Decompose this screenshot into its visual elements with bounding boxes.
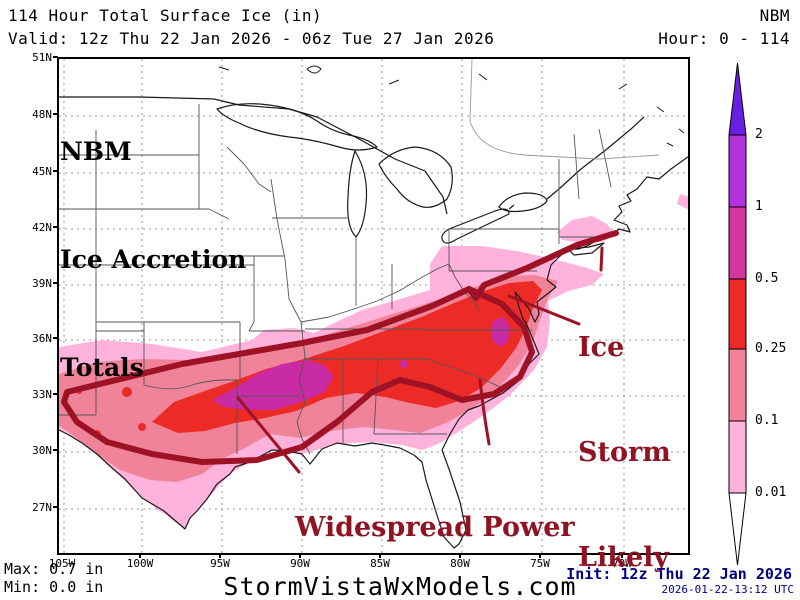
lat-tick: [53, 449, 58, 451]
ice-threat-lasso: [61, 286, 535, 465]
lat-tick: [53, 170, 58, 172]
annotation-outline: [61, 230, 619, 474]
lon-tick: [139, 553, 141, 558]
lon-label: 95W: [210, 557, 230, 570]
colorbar-seg-001-01: [728, 420, 747, 494]
lat-label: 33N: [32, 388, 52, 401]
colorbar-seg-05-1: [728, 206, 747, 280]
map-annotation-title: NBM Ice Accretion Totals: [60, 62, 246, 458]
lat-label: 27N: [32, 501, 52, 514]
lat-tick: [53, 337, 58, 339]
site-watermark: StormVistaWxModels.com: [223, 572, 577, 600]
min-value: Min: 0.0 in: [4, 578, 104, 596]
mississippi-river: [270, 178, 311, 455]
lake-superior: [216, 103, 378, 151]
annotation-line: Widespread Power: [295, 512, 575, 543]
colorbar-overflow-spike: [728, 62, 747, 136]
lat-label: 39N: [32, 277, 52, 290]
colorbar-seg-01-025: [728, 348, 747, 422]
colorbar-tick: 2: [755, 127, 763, 142]
lon-label: 75W: [530, 557, 550, 570]
colorbar-seg-025-05: [728, 278, 747, 350]
annotation-line: Totals: [60, 353, 144, 382]
lon-tick: [621, 553, 623, 558]
init-time: Init: 12z Thu 22 Jan 2026: [566, 565, 792, 583]
model-label: NBM: [759, 6, 790, 25]
leader-power-loss-2: [236, 396, 301, 474]
colorbar-tick: 0.1: [755, 413, 779, 428]
lat-tick: [53, 113, 58, 115]
max-value: Max: 0.7 in: [4, 560, 104, 578]
ice-speck-magenta: [400, 360, 408, 368]
lon-label: 90W: [290, 557, 310, 570]
map-annotation-ice-storm: Ice Storm Likely Farther North: [578, 260, 691, 600]
colorbar-underflow-spike: [728, 492, 747, 566]
hour-range: Hour: 0 - 114: [658, 29, 790, 48]
map-area: [57, 57, 690, 555]
lon-tick: [459, 553, 461, 558]
annotation-line: Likely: [578, 542, 670, 573]
canada-province-lines: [469, 59, 660, 160]
annotation-line: Ice Accretion: [60, 245, 247, 274]
leader-ice-storm-1: [599, 246, 604, 272]
lon-label: 105W: [48, 557, 76, 570]
colorbar-tick: 1: [755, 199, 763, 214]
lat-label: 42N: [32, 221, 52, 234]
lat-label: 45N: [32, 165, 52, 178]
lasso-northeast-extension: [466, 230, 619, 301]
lat-tick: [53, 226, 58, 228]
colorbar-seg-1-2: [728, 134, 747, 208]
lon-tick: [539, 553, 541, 558]
lon-label: 70W: [612, 557, 632, 570]
lat-label: 36N: [32, 332, 52, 345]
valid-range: Valid: 12z Thu 22 Jan 2026 - 06z Tue 27 …: [8, 29, 495, 48]
colorbar-tick: 0.25: [755, 341, 787, 356]
colorbar-tick: 0.5: [755, 271, 779, 286]
canada-detail-marks: [218, 65, 685, 147]
annotation-line: NBM: [60, 137, 132, 166]
lat-tick: [53, 506, 58, 508]
lon-tick: [299, 553, 301, 558]
colorbar-graphic: [728, 62, 747, 566]
leader-power-loss-1: [478, 378, 491, 446]
init-timestamp: 2026-01-22-13:12 UTC: [661, 583, 794, 596]
chart-title: 114 Hour Total Surface Ice (in): [8, 6, 323, 25]
map-annotation-power-loss: Widespread Power Loss; Impossible Travel: [295, 443, 575, 600]
colorbar-tick: 0.01: [755, 485, 787, 500]
lon-label: 100W: [126, 557, 154, 570]
lat-label: 48N: [32, 108, 52, 121]
lon-tick: [219, 553, 221, 558]
lat-tick: [53, 393, 58, 395]
leader-ice-storm-2: [507, 294, 581, 326]
annotation-line: Ice: [578, 332, 625, 363]
lat-label: 51N: [32, 51, 52, 64]
lon-tick: [379, 553, 381, 558]
map-canvas: [59, 59, 688, 553]
lon-label: 80W: [450, 557, 470, 570]
lat-tick: [53, 56, 58, 58]
annotation-line: Storm: [578, 437, 671, 468]
ice-area-0-5in-va: [491, 317, 510, 347]
lat-label: 30N: [32, 444, 52, 457]
ice-speck-red: [122, 387, 132, 397]
lake-erie: [441, 208, 510, 244]
lake-ontario: [498, 192, 548, 213]
lat-tick: [53, 282, 58, 284]
lake-huron: [378, 146, 453, 208]
colorbar-legend: 2 1 0.5 0.25 0.1 0.01: [725, 55, 800, 575]
ice-speck-red: [138, 423, 146, 431]
long-island: [567, 242, 605, 256]
lon-label: 85W: [370, 557, 390, 570]
lake-michigan: [347, 150, 368, 238]
ice-area-0-01in-ne2: [677, 194, 688, 210]
